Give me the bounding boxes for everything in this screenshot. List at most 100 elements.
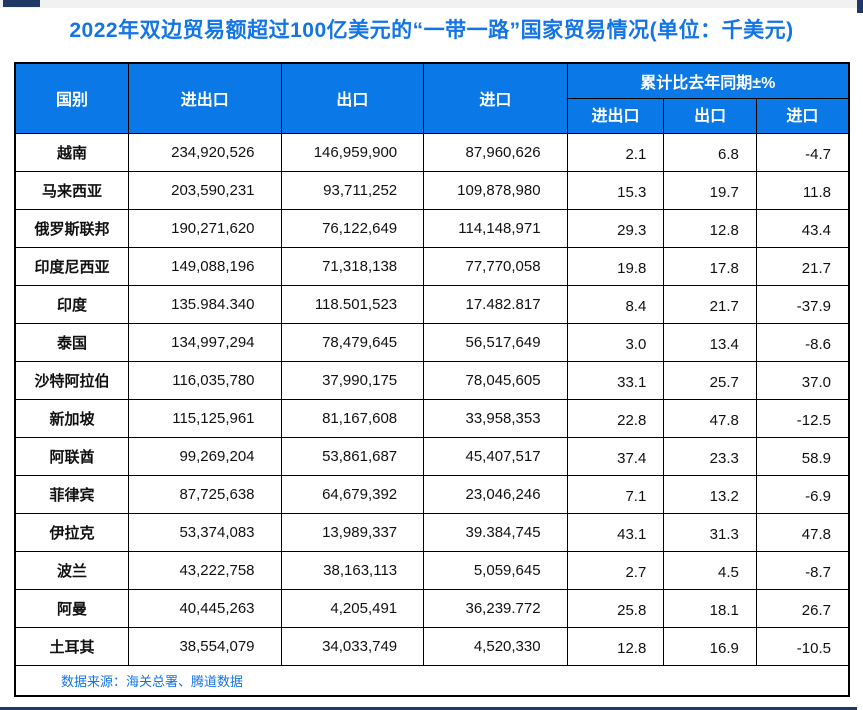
yoy-total-pct: 29.3 bbox=[566, 208, 665, 248]
yoy-total-pct: 19.8 bbox=[566, 246, 665, 286]
export-value: 37,990,175 bbox=[280, 360, 425, 400]
yoy-import-pct: 58.9 bbox=[755, 436, 850, 476]
table-header: 国别 进出口 出口 进口 累计比去年同期±% 进出口 出口 进口 bbox=[14, 62, 850, 134]
yoy-import-pct: 26.7 bbox=[755, 588, 850, 628]
export-value: 13,989,337 bbox=[280, 512, 425, 552]
header-yoy-group: 累计比去年同期±% bbox=[566, 62, 850, 99]
table-row: 土耳其 38,554,079 34,033,749 4,520,330 12.8 16.9… bbox=[14, 626, 850, 666]
window-topleft-bar bbox=[3, 0, 40, 7]
country-name: 阿联酋 bbox=[14, 436, 129, 476]
export-value: 53,861,687 bbox=[280, 436, 425, 476]
export-value: 78,479,645 bbox=[280, 322, 425, 362]
yoy-import-pct: 47.8 bbox=[755, 512, 850, 552]
yoy-total-pct: 3.0 bbox=[566, 322, 665, 362]
import-value: 4,520,330 bbox=[423, 626, 568, 666]
yoy-total-pct: 22.8 bbox=[566, 398, 665, 438]
yoy-total-pct: 12.8 bbox=[566, 626, 665, 666]
export-value: 93,711,252 bbox=[280, 170, 425, 210]
total-trade-value: 115,125,961 bbox=[127, 398, 282, 438]
yoy-total-pct: 15.3 bbox=[566, 170, 665, 210]
country-name: 新加坡 bbox=[14, 398, 129, 438]
yoy-import-pct: -8.6 bbox=[755, 322, 850, 362]
data-source-note: 数据来源：海关总署、腾道数据 bbox=[14, 664, 850, 697]
import-value: 17.482.817 bbox=[423, 284, 568, 324]
country-name: 泰国 bbox=[14, 322, 129, 362]
import-value: 23,046,246 bbox=[423, 474, 568, 514]
yoy-import-pct: -37.9 bbox=[755, 284, 850, 324]
yoy-import-pct: 21.7 bbox=[755, 246, 850, 286]
table-row: 新加坡 115,125,961 81,167,608 33,958,353 22.8 47… bbox=[14, 398, 850, 438]
yoy-import-pct: 43.4 bbox=[755, 208, 850, 248]
yoy-total-pct: 43.1 bbox=[566, 512, 665, 552]
import-value: 39.384,745 bbox=[423, 512, 568, 552]
total-trade-value: 38,554,079 bbox=[127, 626, 282, 666]
header-export: 出口 bbox=[280, 62, 425, 134]
import-value: 78,045,605 bbox=[423, 360, 568, 400]
yoy-total-pct: 8.4 bbox=[566, 284, 665, 324]
export-value: 71,318,138 bbox=[280, 246, 425, 286]
total-trade-value: 116,035,780 bbox=[127, 360, 282, 400]
country-name: 印度尼西亚 bbox=[14, 246, 129, 286]
yoy-export-pct: 13.2 bbox=[663, 474, 757, 514]
total-trade-value: 135.984.340 bbox=[127, 284, 282, 324]
yoy-total-pct: 7.1 bbox=[566, 474, 665, 514]
yoy-export-pct: 6.8 bbox=[663, 132, 757, 172]
page-title: 2022年双边贸易额超过100亿美元的“一带一路”国家贸易情况(单位：千美元) bbox=[69, 19, 794, 42]
table-row: 泰国 134,997,294 78,479,645 56,517,649 3.0 13.4… bbox=[14, 322, 850, 362]
source-row: 数据来源：海关总署、腾道数据 bbox=[14, 664, 850, 697]
country-name: 俄罗斯联邦 bbox=[14, 208, 129, 248]
yoy-export-pct: 23.3 bbox=[663, 436, 757, 476]
yoy-export-pct: 4.5 bbox=[663, 550, 757, 590]
table-row: 阿联酋 99,269,204 53,861,687 45,407,517 37.4 23.… bbox=[14, 436, 850, 476]
country-name: 菲律宾 bbox=[14, 474, 129, 514]
yoy-export-pct: 47.8 bbox=[663, 398, 757, 438]
total-trade-value: 203,590,231 bbox=[127, 170, 282, 210]
total-trade-value: 149,088,196 bbox=[127, 246, 282, 286]
total-trade-value: 87,725,638 bbox=[127, 474, 282, 514]
export-value: 4,205,491 bbox=[280, 588, 425, 628]
yoy-export-pct: 31.3 bbox=[663, 512, 757, 552]
yoy-import-pct: -10.5 bbox=[755, 626, 850, 666]
import-value: 5,059,645 bbox=[423, 550, 568, 590]
import-value: 114,148,971 bbox=[423, 208, 568, 248]
trade-data-table: 国别 进出口 出口 进口 累计比去年同期±% 进出口 出口 进口 越南 234,9… bbox=[14, 62, 850, 697]
yoy-total-pct: 25.8 bbox=[566, 588, 665, 628]
country-name: 越南 bbox=[14, 132, 129, 172]
table-row: 伊拉克 53,374,083 13,989,337 39.384,745 43.1 31.… bbox=[14, 512, 850, 552]
table-body: 越南 234,920,526 146,959,900 87,960,626 2.1 6.8… bbox=[14, 132, 850, 666]
table-row: 波兰 43,222,758 38,163,113 5,059,645 2.7 4.5 -8.… bbox=[14, 550, 850, 590]
header-yoy-total: 进出口 bbox=[566, 97, 665, 134]
window-top-strip bbox=[0, 0, 863, 8]
yoy-export-pct: 12.8 bbox=[663, 208, 757, 248]
import-value: 87,960,626 bbox=[423, 132, 568, 172]
country-name: 沙特阿拉伯 bbox=[14, 360, 129, 400]
yoy-import-pct: 11.8 bbox=[755, 170, 850, 210]
import-value: 77,770,058 bbox=[423, 246, 568, 286]
window-bottom-bar bbox=[0, 707, 857, 710]
export-value: 81,167,608 bbox=[280, 398, 425, 438]
export-value: 118.501,523 bbox=[280, 284, 425, 324]
yoy-export-pct: 21.7 bbox=[663, 284, 757, 324]
total-trade-value: 134,997,294 bbox=[127, 322, 282, 362]
yoy-import-pct: 37.0 bbox=[755, 360, 850, 400]
import-value: 56,517,649 bbox=[423, 322, 568, 362]
yoy-export-pct: 19.7 bbox=[663, 170, 757, 210]
header-total: 进出口 bbox=[127, 62, 282, 134]
total-trade-value: 99,269,204 bbox=[127, 436, 282, 476]
table-row: 马来西亚 203,590,231 93,711,252 109,878,980 15.3… bbox=[14, 170, 850, 210]
total-trade-value: 53,374,083 bbox=[127, 512, 282, 552]
export-value: 146,959,900 bbox=[280, 132, 425, 172]
country-name: 阿曼 bbox=[14, 588, 129, 628]
export-value: 64,679,392 bbox=[280, 474, 425, 514]
yoy-export-pct: 18.1 bbox=[663, 588, 757, 628]
header-import: 进口 bbox=[423, 62, 568, 134]
country-name: 伊拉克 bbox=[14, 512, 129, 552]
yoy-export-pct: 13.4 bbox=[663, 322, 757, 362]
total-trade-value: 40,445,263 bbox=[127, 588, 282, 628]
yoy-total-pct: 37.4 bbox=[566, 436, 665, 476]
table-row: 越南 234,920,526 146,959,900 87,960,626 2.1 6.8… bbox=[14, 132, 850, 172]
country-name: 马来西亚 bbox=[14, 170, 129, 210]
table-row: 阿曼 40,445,263 4,205,491 36,239.772 25.8 18.1 2… bbox=[14, 588, 850, 628]
table-row: 菲律宾 87,725,638 64,679,392 23,046,246 7.1 13.2… bbox=[14, 474, 850, 514]
yoy-total-pct: 33.1 bbox=[566, 360, 665, 400]
